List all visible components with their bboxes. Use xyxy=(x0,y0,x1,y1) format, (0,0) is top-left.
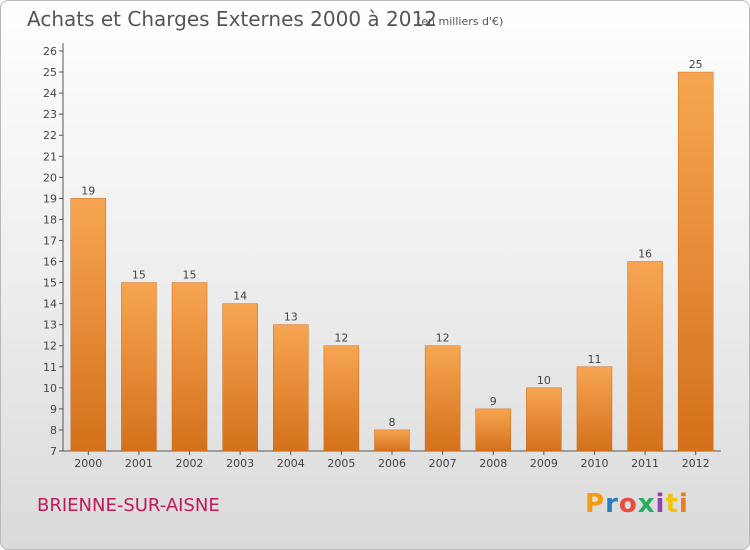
bar-value-label: 15 xyxy=(132,269,146,282)
bar-value-label: 11 xyxy=(587,353,601,366)
y-tick-label: 13 xyxy=(43,319,57,332)
y-tick-label: 14 xyxy=(43,298,57,311)
bar xyxy=(374,429,410,452)
x-tick-label: 2000 xyxy=(74,457,102,470)
bar-value-label: 19 xyxy=(81,184,95,197)
x-tick-label: 2006 xyxy=(378,457,406,470)
commune-name: BRIENNE-SUR-AISNE xyxy=(37,495,220,516)
bar xyxy=(526,387,562,452)
bar xyxy=(475,408,511,452)
y-tick-label: 16 xyxy=(43,256,57,269)
y-tick-label: 22 xyxy=(43,129,57,142)
chart-title: Achats et Charges Externes 2000 à 2012 xyxy=(27,7,437,31)
bar-value-label: 25 xyxy=(689,58,703,71)
bar-value-label: 13 xyxy=(284,311,298,324)
bar-value-label: 15 xyxy=(183,269,197,282)
y-tick-label: 20 xyxy=(43,171,57,184)
y-tick-label: 15 xyxy=(43,277,57,290)
bar-value-label: 16 xyxy=(638,248,652,261)
y-tick-label: 9 xyxy=(50,403,57,416)
x-tick-label: 2002 xyxy=(176,457,204,470)
y-tick-label: 21 xyxy=(43,150,57,163)
x-tick-label: 2011 xyxy=(631,457,659,470)
y-tick-label: 11 xyxy=(43,361,57,374)
bar xyxy=(171,282,208,452)
bar xyxy=(323,345,360,452)
y-tick-label: 10 xyxy=(43,382,57,395)
logo-letter: x xyxy=(637,489,656,519)
y-tick-label: 23 xyxy=(43,108,57,121)
bar xyxy=(627,261,663,452)
bar xyxy=(121,282,157,452)
proxiti-logo: Proxiti xyxy=(585,489,689,519)
y-tick-label: 24 xyxy=(43,87,57,100)
logo-letter: i xyxy=(655,489,666,519)
y-tick-label: 12 xyxy=(43,340,57,353)
bar-value-label: 10 xyxy=(537,374,551,387)
y-tick-label: 7 xyxy=(50,445,57,458)
bar-value-label: 8 xyxy=(389,416,396,429)
bar xyxy=(677,71,714,452)
x-tick-label: 2012 xyxy=(682,457,710,470)
chart-unit: (en milliers d'€) xyxy=(417,15,504,28)
y-tick-label: 26 xyxy=(43,45,57,58)
bar xyxy=(70,198,107,452)
x-tick-label: 2004 xyxy=(277,457,305,470)
x-tick-label: 2005 xyxy=(327,457,355,470)
y-tick-label: 18 xyxy=(43,213,57,226)
bar-value-label: 14 xyxy=(233,290,247,303)
y-tick-label: 17 xyxy=(43,234,57,247)
x-tick-label: 2001 xyxy=(125,457,153,470)
logo-letter: P xyxy=(585,489,606,519)
logo-letter: o xyxy=(618,489,638,519)
x-tick-label: 2007 xyxy=(429,457,457,470)
x-tick-label: 2009 xyxy=(530,457,558,470)
bar xyxy=(576,366,613,452)
x-tick-label: 2008 xyxy=(479,457,507,470)
bar xyxy=(424,345,461,452)
y-tick-label: 25 xyxy=(43,66,57,79)
bar-value-label: 9 xyxy=(490,395,497,408)
logo-letter: i xyxy=(678,489,689,519)
y-tick-label: 8 xyxy=(50,424,57,437)
logo-letter: r xyxy=(605,489,619,519)
bar xyxy=(222,303,258,452)
y-tick-label: 19 xyxy=(43,192,57,205)
x-tick-label: 2003 xyxy=(226,457,254,470)
bar-value-label: 12 xyxy=(334,332,348,345)
logo-letter: t xyxy=(665,489,679,519)
bar xyxy=(273,324,309,452)
bar-value-label: 12 xyxy=(436,332,450,345)
x-tick-label: 2010 xyxy=(580,457,608,470)
